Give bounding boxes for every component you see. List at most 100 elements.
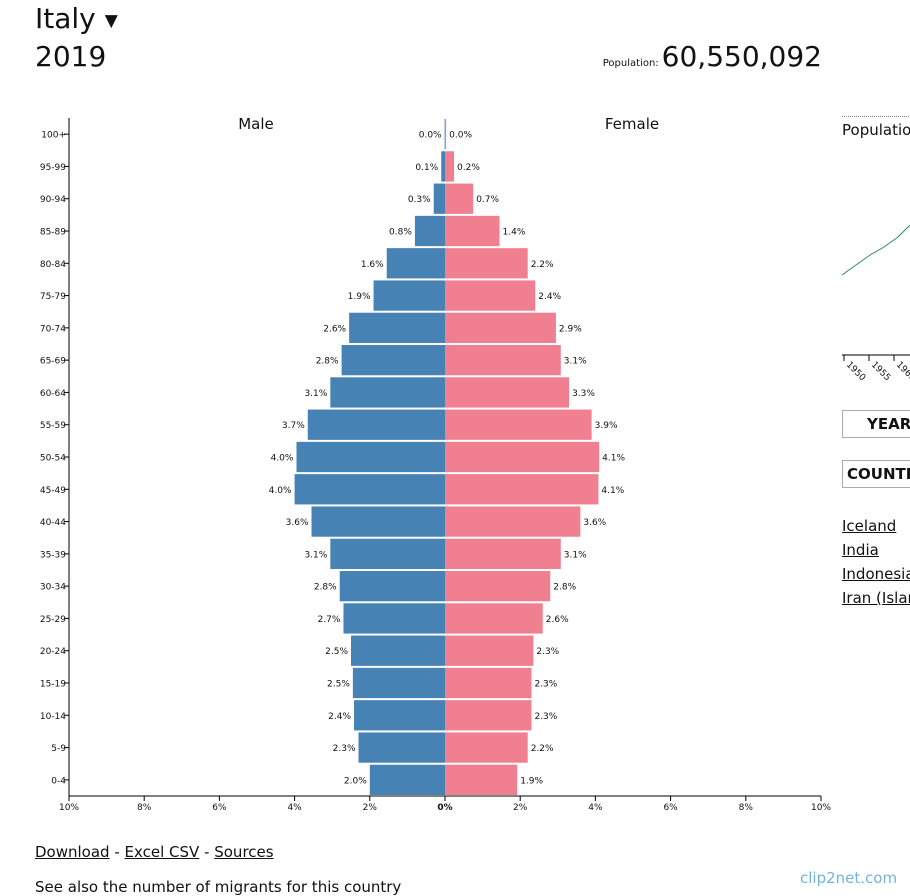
female-axis-title: Female <box>605 115 659 133</box>
male-bar <box>415 216 445 246</box>
excel-csv-link[interactable]: Excel CSV <box>125 843 200 861</box>
age-group-label: 0-4 <box>51 776 66 786</box>
female-bar <box>445 539 561 569</box>
female-value-label: 3.3% <box>572 389 595 399</box>
female-value-label: 0.7% <box>476 195 499 205</box>
year-button[interactable]: YEAR <box>842 410 910 438</box>
male-bar <box>387 248 445 278</box>
female-value-label: 0.2% <box>457 163 480 173</box>
male-bar <box>441 151 445 181</box>
year-title: 2019 <box>35 40 106 73</box>
country-selector[interactable]: Italy ▼ <box>35 2 118 35</box>
female-bar <box>445 732 528 762</box>
age-group-label: 40-44 <box>40 518 66 528</box>
male-bar <box>434 184 445 214</box>
x-tick-label: 8% <box>739 803 754 813</box>
female-bar <box>445 345 561 375</box>
country-link-india[interactable]: India <box>842 538 910 562</box>
age-group-label: 15-19 <box>40 680 66 690</box>
male-value-label: 4.0% <box>271 454 294 464</box>
population-display: Population: 60,550,092 <box>603 40 822 73</box>
female-bar <box>445 571 550 601</box>
male-value-label: 3.1% <box>304 550 327 560</box>
age-group-label: 85-89 <box>40 228 66 238</box>
age-group-label: 65-69 <box>40 357 66 367</box>
female-bar <box>445 765 517 795</box>
x-tick-label: 6% <box>212 803 227 813</box>
country-button[interactable]: COUNTR <box>842 460 910 488</box>
sources-link[interactable]: Sources <box>214 843 273 861</box>
female-value-label: 2.4% <box>538 292 561 302</box>
female-value-label: 2.3% <box>536 647 559 657</box>
female-value-label: 2.2% <box>531 744 554 754</box>
download-link[interactable]: Download <box>35 843 110 861</box>
male-value-label: 2.0% <box>344 776 367 786</box>
female-bar <box>445 442 599 472</box>
migrants-note: See also the number of migrants for this… <box>35 878 401 896</box>
female-bar <box>445 248 528 278</box>
male-value-label: 2.6% <box>323 324 346 334</box>
male-value-label: 1.6% <box>361 260 384 270</box>
female-value-label: 4.1% <box>602 454 625 464</box>
male-bar <box>351 636 445 666</box>
male-value-label: 0.3% <box>408 195 431 205</box>
x-tick-label: 2% <box>363 803 378 813</box>
female-value-label: 3.9% <box>595 421 618 431</box>
female-value-label: 2.2% <box>531 260 554 270</box>
female-value-label: 1.9% <box>520 776 543 786</box>
female-bar <box>445 184 473 214</box>
country-link-iceland[interactable]: Iceland <box>842 514 910 538</box>
footer-links: Download - Excel CSV - Sources <box>35 843 274 861</box>
male-bar <box>374 280 445 310</box>
female-value-label: 2.8% <box>553 583 576 593</box>
female-bar <box>445 700 531 730</box>
separator: - <box>199 843 214 861</box>
x-tick-label: 6% <box>663 803 678 813</box>
female-bar <box>445 119 446 149</box>
separator: - <box>110 843 125 861</box>
female-bar <box>445 151 454 181</box>
population-value: 60,550,092 <box>662 40 822 73</box>
mini-x-tick-label: 1955 <box>869 360 892 383</box>
female-value-label: 3.6% <box>583 518 606 528</box>
male-bar <box>312 506 445 536</box>
age-group-label: 50-54 <box>40 454 66 464</box>
male-bar <box>295 474 445 504</box>
male-value-label: 0.0% <box>419 131 442 141</box>
female-value-label: 2.3% <box>534 680 557 690</box>
male-value-label: 2.3% <box>333 744 356 754</box>
x-tick-label: 0% <box>437 803 452 813</box>
female-bar <box>445 216 500 246</box>
age-group-label: 100+ <box>41 131 66 141</box>
age-group-label: 20-24 <box>40 647 66 657</box>
male-bar <box>343 603 445 633</box>
male-bar <box>330 539 445 569</box>
age-group-label: 5-9 <box>51 744 66 754</box>
mini-x-tick-label: 1960 <box>894 360 910 383</box>
male-value-label: 3.6% <box>286 518 309 528</box>
male-bar <box>296 442 445 472</box>
country-link-iran[interactable]: Iran (Islam <box>842 586 910 610</box>
age-group-label: 90-94 <box>40 195 66 205</box>
male-value-label: 2.7% <box>318 615 341 625</box>
country-list: Iceland India Indonesia Iran (Islam <box>842 514 910 610</box>
male-value-label: 3.1% <box>304 389 327 399</box>
chevron-down-icon[interactable]: ▼ <box>105 11 118 31</box>
male-bar <box>330 377 445 407</box>
female-value-label: 3.1% <box>564 550 587 560</box>
x-tick-label: 2% <box>513 803 528 813</box>
male-value-label: 0.8% <box>389 228 412 238</box>
age-group-label: 30-34 <box>40 583 66 593</box>
female-bar <box>445 377 569 407</box>
male-value-label: 2.5% <box>325 647 348 657</box>
watermark: clip2net.com <box>800 869 897 887</box>
female-bar <box>445 280 535 310</box>
x-tick-label: 4% <box>588 803 603 813</box>
female-bar <box>445 603 543 633</box>
female-bar <box>445 410 592 440</box>
country-link-indonesia[interactable]: Indonesia <box>842 562 910 586</box>
age-group-label: 80-84 <box>40 260 66 270</box>
female-bar <box>445 474 598 504</box>
female-bar <box>445 636 533 666</box>
